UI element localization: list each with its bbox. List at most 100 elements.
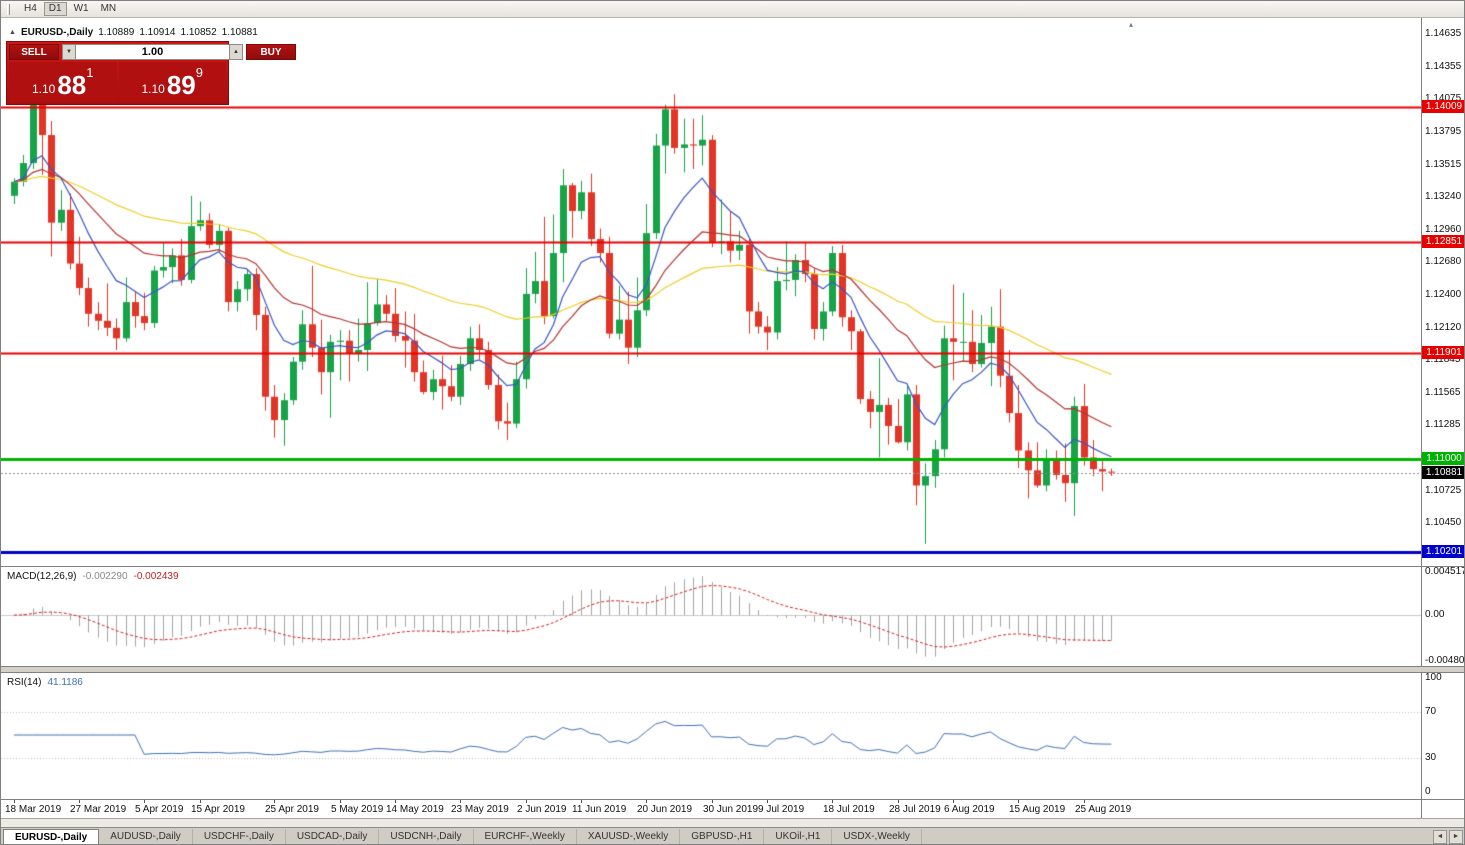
- rsi-scale-label: 0: [1425, 786, 1431, 797]
- price-level-label: 1.10201: [1422, 544, 1464, 558]
- rsi-scale-label: 30: [1425, 751, 1437, 763]
- chart-tab-eurchf-weekly[interactable]: EURCHF-,Weekly: [474, 829, 577, 844]
- buy-price-prefix: 1.10: [141, 82, 165, 96]
- current-price-label: 1.10881: [1422, 465, 1464, 479]
- volume-stepper: ▼ ▲: [62, 44, 243, 60]
- date-axis-label: 9 Jul 2019: [758, 804, 805, 815]
- buy-price-display[interactable]: 1.10 89 9: [118, 62, 226, 102]
- date-tick: [953, 800, 954, 803]
- date-axis[interactable]: 18 Mar 2019 27 Mar 2019 5 Apr 2019 15 Apr 2…: [1, 800, 1421, 818]
- macd-main-value: -0.002290: [82, 571, 128, 582]
- timeframe-h4-button[interactable]: H4: [19, 2, 42, 16]
- price-axis-label: 1.12120: [1425, 321, 1462, 333]
- pane-splitter[interactable]: [1, 666, 1464, 673]
- date-axis-label: 25 Apr 2019: [265, 804, 319, 815]
- chart-tab-usdchf-daily[interactable]: USDCHF-,Daily: [193, 829, 286, 844]
- date-axis-label: 23 May 2019: [451, 804, 509, 815]
- sell-price-pips: 88: [57, 70, 87, 100]
- price-axis-label: 1.13515: [1425, 158, 1462, 170]
- chart-ohlc-title: ▲ EURUSD-,Daily 1.10889 1.10914 1.10852 …: [9, 27, 258, 38]
- date-axis-label: 6 Aug 2019: [944, 804, 995, 815]
- timeframe-mn-button[interactable]: MN: [96, 2, 122, 16]
- date-tick: [646, 800, 647, 803]
- date-axis-separator: [1, 799, 1464, 800]
- price-axis-label: 1.11845: [1425, 353, 1461, 365]
- timeframe-toolbar: H4 D1 W1 MN: [1, 1, 1464, 18]
- chart-tab-ukoil-h1[interactable]: UKOil-,H1: [764, 829, 833, 844]
- chart-tab-xauusd-weekly[interactable]: XAUUSD-,Weekly: [577, 829, 681, 844]
- date-axis-label: 15 Apr 2019: [191, 804, 245, 815]
- date-tick: [1018, 800, 1019, 803]
- price-level-label: 1.12851: [1422, 235, 1464, 249]
- chart-tab-bar: ◄ ► EURUSD-,Daily AUDUSD-,Daily USDCHF-,Da…: [1, 827, 1464, 844]
- date-tick: [526, 800, 527, 803]
- pane-separator[interactable]: [1, 566, 1464, 567]
- chart-tab-usdcad-daily[interactable]: USDCAD-,Daily: [286, 829, 380, 844]
- rsi-scale-label: 100: [1425, 672, 1442, 683]
- sell-button[interactable]: SELL: [9, 44, 59, 60]
- high-value: 1.10914: [139, 27, 176, 38]
- date-tick: [274, 800, 275, 803]
- timeframe-w1-button[interactable]: W1: [69, 2, 94, 16]
- sell-price-prefix: 1.10: [31, 82, 56, 96]
- chart-tab-gbpusd-h1[interactable]: GBPUSD-,H1: [680, 829, 765, 844]
- date-axis-label: 2 Jun 2019: [517, 804, 567, 815]
- date-axis-label: 5 May 2019: [331, 804, 384, 815]
- price-level-label: 1.11000: [1422, 451, 1464, 465]
- chart-tab-usdcnh-daily[interactable]: USDCNH-,Daily: [379, 829, 474, 844]
- date-tick: [395, 800, 396, 803]
- date-axis-label: 30 Jun 2019: [703, 804, 759, 815]
- date-tick: [79, 800, 80, 803]
- macd-scale-label: 0.00: [1425, 609, 1445, 621]
- rsi-canvas[interactable]: [1, 673, 1421, 798]
- date-tick: [712, 800, 713, 803]
- price-axis-label: 1.11285: [1425, 419, 1461, 431]
- toolbar-grip-handle[interactable]: [7, 3, 10, 15]
- buy-price-pips: 89: [166, 70, 196, 100]
- date-tick: [200, 800, 201, 803]
- price-axis-label: 1.12400: [1425, 289, 1462, 301]
- horizontal-scrollbar[interactable]: [1, 818, 1464, 827]
- date-axis-label: 15 Aug 2019: [1009, 804, 1066, 815]
- volume-decrease-button[interactable]: ▼: [62, 44, 76, 60]
- date-axis-label: 14 May 2019: [386, 804, 444, 815]
- timeframe-d1-button[interactable]: D1: [43, 2, 67, 16]
- sell-price-point: 1: [86, 65, 94, 80]
- macd-indicator-label: MACD(12,26,9) -0.002290 -0.002439: [7, 571, 179, 582]
- date-tick: [144, 800, 145, 803]
- low-value: 1.10852: [180, 27, 217, 38]
- macd-scale-label: -0.004806: [1425, 655, 1465, 666]
- price-axis-label: 1.11565: [1425, 386, 1461, 398]
- main-chart-canvas[interactable]: [1, 18, 1421, 566]
- price-axis-label: 1.10725: [1425, 484, 1462, 496]
- chart-tab-usdx-weekly[interactable]: USDX-,Weekly: [832, 829, 922, 844]
- volume-input[interactable]: [76, 44, 229, 60]
- chart-shift-marker-icon[interactable]: ▴: [1129, 20, 1134, 29]
- date-tick: [460, 800, 461, 803]
- price-axis-label: 1.14635: [1425, 28, 1462, 39]
- volume-increase-button[interactable]: ▲: [229, 44, 243, 60]
- rsi-name: RSI(14): [7, 677, 42, 688]
- date-axis-label: 20 Jun 2019: [637, 804, 693, 815]
- chart-window: ▴ ▲ EURUSD-,Daily 1.10889 1.10914 1.1085…: [1, 18, 1465, 827]
- tab-scroll-left-icon[interactable]: ◄: [1433, 830, 1447, 844]
- macd-signal-value: -0.002439: [133, 571, 179, 582]
- date-tick: [832, 800, 833, 803]
- symbol-label: EURUSD-,Daily: [20, 27, 94, 38]
- price-axis-label: 1.12680: [1425, 256, 1462, 268]
- rsi-indicator-label: RSI(14) 41.1186: [7, 677, 83, 688]
- buy-button[interactable]: BUY: [246, 44, 296, 60]
- sell-price-display[interactable]: 1.10 88 1: [9, 62, 117, 102]
- chart-tab-audusd-daily[interactable]: AUDUSD-,Daily: [99, 829, 193, 844]
- tab-scroll-right-icon[interactable]: ►: [1449, 830, 1463, 844]
- one-click-panel-toggle-icon[interactable]: ▲: [9, 29, 16, 36]
- price-axis-label: 1.10450: [1425, 516, 1462, 528]
- price-axis-separator: [1421, 18, 1422, 818]
- macd-canvas[interactable]: [1, 567, 1421, 666]
- chart-tab-eurusd-daily[interactable]: EURUSD-,Daily: [3, 829, 100, 844]
- date-axis-label: 25 Aug 2019: [1075, 804, 1132, 815]
- open-value: 1.10889: [98, 27, 135, 38]
- date-tick: [581, 800, 582, 803]
